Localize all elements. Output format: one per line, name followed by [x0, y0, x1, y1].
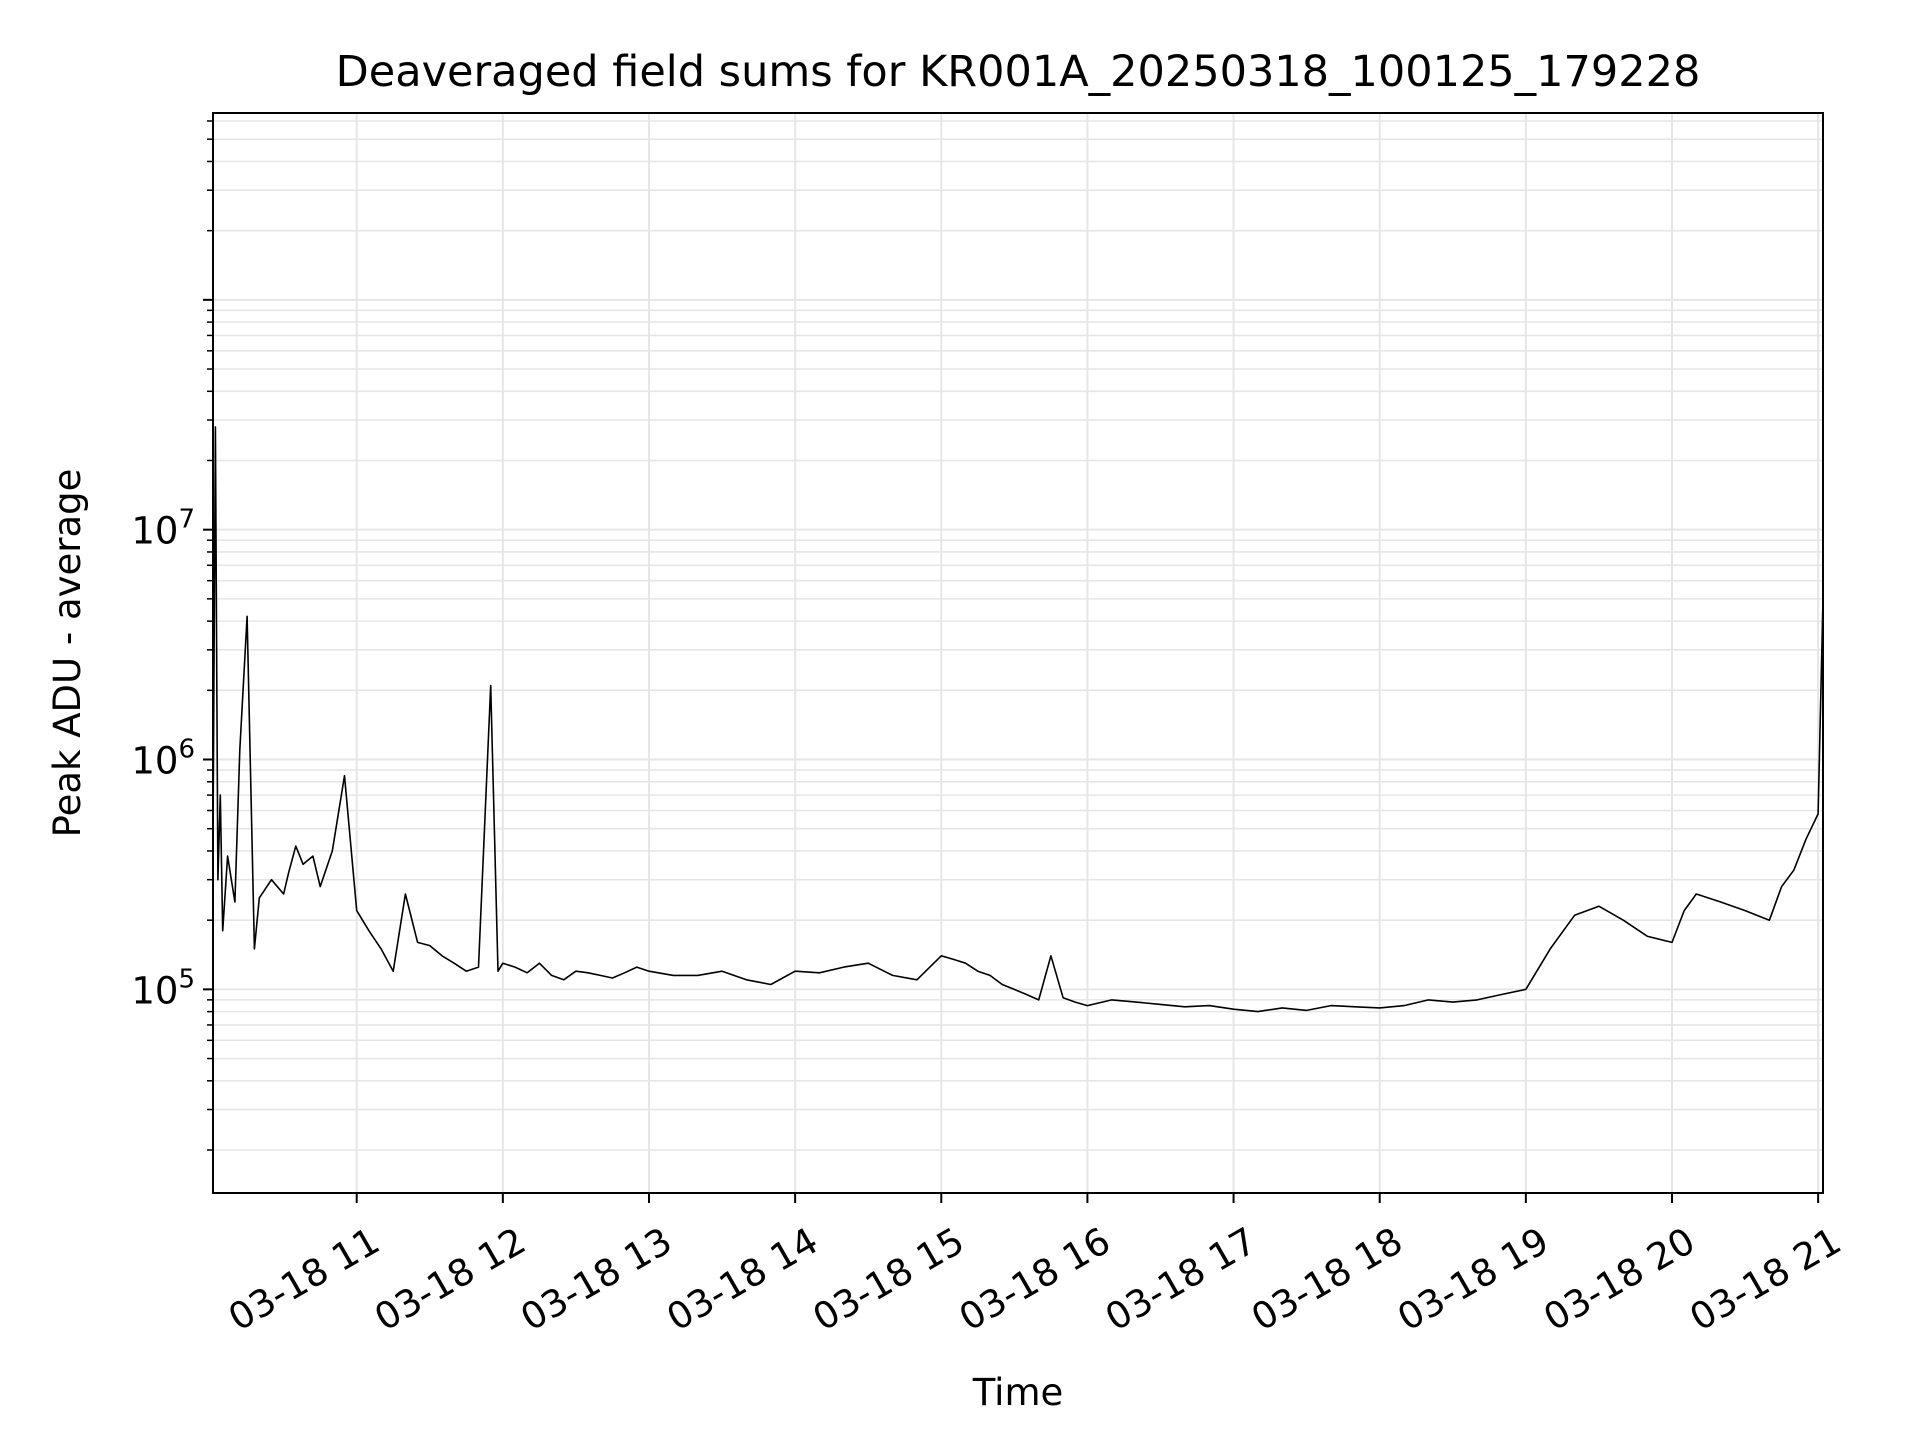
y-axis: 105 106 107	[131, 120, 213, 1151]
y-tick-label: 107	[131, 505, 195, 553]
y-tick-label: 106	[131, 735, 195, 783]
grid	[213, 113, 1823, 1193]
series-line	[212, 426, 1824, 1013]
series-layer	[212, 426, 1824, 1013]
y-axis-label: Peak ADU - average	[46, 469, 89, 838]
x-axis-label: Time	[972, 1371, 1064, 1414]
plot-frame	[212, 112, 1824, 1194]
chart-title: Deaveraged field sums for KR001A_2025031…	[336, 47, 1701, 97]
y-tick-label: 105	[131, 964, 195, 1012]
